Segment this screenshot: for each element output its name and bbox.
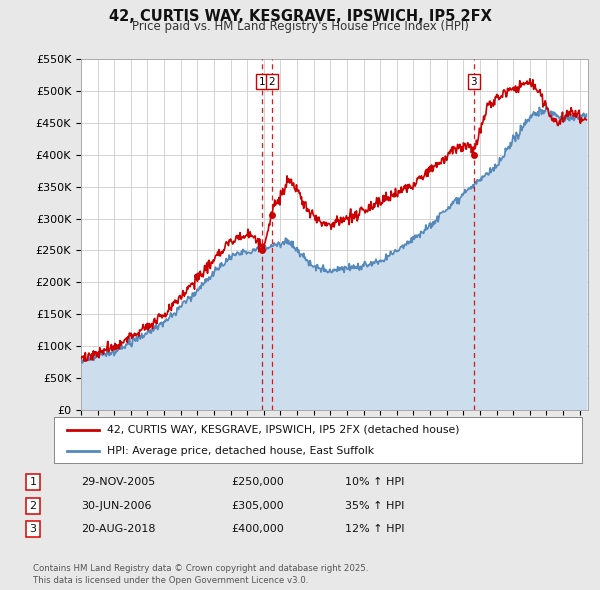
Text: 30-JUN-2006: 30-JUN-2006 (81, 501, 151, 510)
Text: 20-AUG-2018: 20-AUG-2018 (81, 525, 155, 534)
Text: 29-NOV-2005: 29-NOV-2005 (81, 477, 155, 487)
Text: Contains HM Land Registry data © Crown copyright and database right 2025.
This d: Contains HM Land Registry data © Crown c… (33, 565, 368, 585)
Text: 2: 2 (269, 77, 275, 87)
Text: 2: 2 (29, 501, 37, 510)
Text: £250,000: £250,000 (231, 477, 284, 487)
Text: HPI: Average price, detached house, East Suffolk: HPI: Average price, detached house, East… (107, 445, 374, 455)
Text: £400,000: £400,000 (231, 525, 284, 534)
Text: 3: 3 (29, 525, 37, 534)
Text: 3: 3 (470, 77, 477, 87)
Text: 1: 1 (29, 477, 37, 487)
Text: 42, CURTIS WAY, KESGRAVE, IPSWICH, IP5 2FX: 42, CURTIS WAY, KESGRAVE, IPSWICH, IP5 2… (109, 9, 491, 24)
Text: 35% ↑ HPI: 35% ↑ HPI (345, 501, 404, 510)
Text: Price paid vs. HM Land Registry's House Price Index (HPI): Price paid vs. HM Land Registry's House … (131, 20, 469, 33)
Text: 10% ↑ HPI: 10% ↑ HPI (345, 477, 404, 487)
Text: 42, CURTIS WAY, KESGRAVE, IPSWICH, IP5 2FX (detached house): 42, CURTIS WAY, KESGRAVE, IPSWICH, IP5 2… (107, 425, 460, 435)
Text: 12% ↑ HPI: 12% ↑ HPI (345, 525, 404, 534)
Text: £305,000: £305,000 (231, 501, 284, 510)
Text: 1: 1 (259, 77, 266, 87)
